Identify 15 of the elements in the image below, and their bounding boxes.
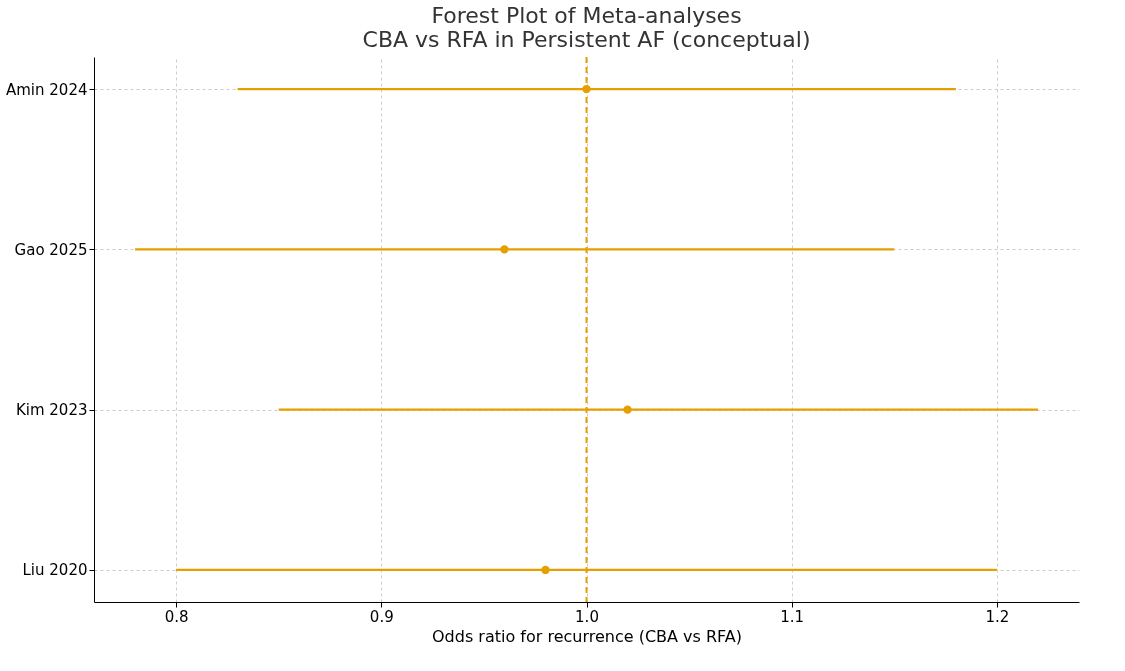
x-tick-label: 1.0 [575,607,599,626]
y-tick-label: Amin 2024 [6,80,88,99]
x-tick-label: 1.2 [985,607,1010,626]
y-tick-label: Liu 2020 [22,561,88,580]
chart-subtitle: CBA vs RFA in Persistent AF (conceptual) [362,27,811,52]
point [541,565,550,575]
x-tick-label: 0.8 [164,607,189,626]
x-axis-title: Odds ratio for recurrence (CBA vs RFA) [432,626,742,646]
x-tick-label: 1.1 [780,607,805,626]
x-tick-label: 0.9 [369,607,394,626]
chart-title: Forest Plot of Meta-analyses [431,3,742,28]
y-tick-label: Kim 2023 [15,401,88,420]
y-tick-label: Gao 2025 [14,240,88,259]
point [500,245,509,254]
point [623,405,632,414]
